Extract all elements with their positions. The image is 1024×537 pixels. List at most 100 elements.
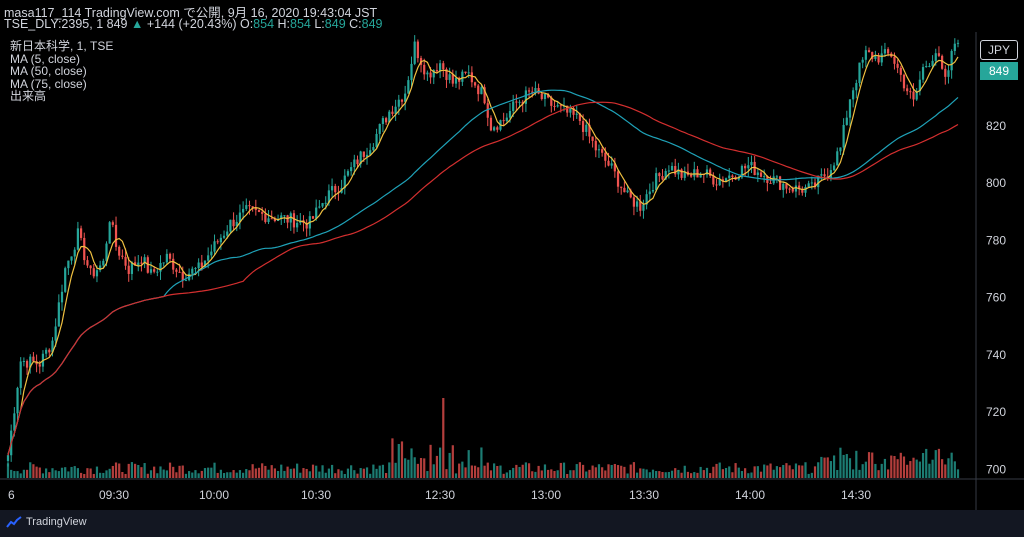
volume-bar	[114, 462, 118, 478]
candle-body	[677, 169, 680, 175]
candle-body	[416, 41, 419, 59]
candle-body	[515, 101, 518, 103]
candle-body	[162, 262, 165, 264]
volume-bar	[918, 461, 921, 478]
candle-body	[102, 260, 105, 266]
volume-bar	[133, 463, 137, 478]
volume-bar	[928, 463, 931, 478]
symbol-label: TSE_DLY:2395, 1	[4, 17, 104, 31]
volume-bar	[419, 457, 423, 478]
volume-bar	[60, 467, 64, 478]
candle-body	[778, 176, 782, 190]
volume-bar	[788, 465, 791, 478]
volume-bar	[438, 447, 442, 478]
volume-bar	[324, 472, 327, 478]
candle-body	[848, 99, 852, 118]
volume-bar	[54, 470, 57, 478]
volume-bar	[709, 473, 712, 478]
volume-bar	[763, 464, 766, 478]
candle-body	[775, 176, 779, 178]
candle-body	[610, 163, 613, 166]
candle-body	[105, 243, 108, 261]
candle-body	[99, 265, 102, 271]
volume-bar	[639, 468, 642, 478]
volume-bar	[893, 456, 896, 478]
volume-bar	[108, 468, 111, 478]
volume-bar	[159, 466, 162, 478]
time-axis[interactable]: 6 09:30 10:00 10:30 12:30 13:00 13:30 14:00 14:3…	[8, 488, 871, 502]
candle-body	[273, 218, 276, 221]
volume-bar	[458, 463, 461, 478]
volume-bar	[261, 463, 264, 478]
volume-bar	[181, 465, 184, 478]
volume-bar	[242, 472, 245, 478]
volume-bar	[680, 472, 683, 478]
candle-body	[902, 74, 906, 89]
candle-body	[213, 241, 216, 252]
volume-bar	[283, 470, 286, 478]
volume-bar	[359, 468, 362, 478]
volume-bar	[397, 443, 400, 478]
volume-bar	[839, 447, 842, 478]
candle-body	[512, 101, 515, 111]
candle-body	[896, 63, 899, 68]
candle-body	[54, 326, 57, 341]
legend-title[interactable]: 新日本科学, 1, TSE	[10, 39, 114, 53]
candle-body	[327, 190, 331, 203]
candle-body	[353, 159, 356, 168]
legend-ma5[interactable]: MA (5, close)	[10, 51, 81, 66]
tradingview-brand[interactable]: TradingView	[6, 516, 87, 528]
legend-ma50[interactable]: MA (50, close)	[10, 64, 87, 78]
volume-bar	[73, 466, 76, 478]
volume-bar	[248, 470, 251, 478]
legend-ma75[interactable]: MA (75, close)	[10, 76, 87, 91]
volume-bar	[423, 458, 426, 478]
candle-body	[359, 151, 362, 165]
candle-body	[391, 111, 394, 114]
volume-bar	[956, 469, 960, 478]
volume-bar	[372, 464, 375, 478]
candle-body	[858, 62, 861, 84]
volume-bar	[51, 468, 54, 478]
candle-body	[899, 67, 902, 75]
volume-bar	[337, 469, 340, 478]
price-axis[interactable]: 700720740760780800820840	[986, 62, 1006, 477]
volume-bar	[699, 466, 702, 478]
volume-bar	[896, 459, 899, 478]
candle-body	[820, 174, 823, 176]
candle-body	[356, 159, 359, 165]
legend-volume[interactable]: 出来高	[10, 89, 47, 103]
volume-bar	[493, 463, 496, 478]
volume-bar	[146, 473, 149, 478]
candle-body	[572, 107, 575, 115]
volume-bar	[718, 462, 721, 478]
candle-body	[569, 107, 572, 113]
candle-body	[48, 349, 51, 353]
volume-bar	[118, 463, 121, 478]
volume-bar	[127, 463, 130, 478]
price-chart[interactable]: 700720740760780800820840 609:3010:0010:3…	[0, 32, 1024, 510]
candle-body	[350, 167, 353, 172]
volume-bar	[515, 464, 518, 478]
volume-bar	[553, 471, 556, 478]
volume-bar	[629, 464, 632, 478]
volume-bar	[356, 473, 359, 478]
y-tick-label: 800	[986, 176, 1006, 190]
volume-bar	[92, 473, 95, 478]
candle-body	[604, 152, 607, 161]
volume-bar	[89, 468, 92, 478]
candle-body	[477, 85, 480, 95]
volume-bar	[143, 463, 146, 478]
currency-label[interactable]: JPY	[980, 40, 1018, 60]
volume-bar	[365, 467, 369, 478]
volume-bar	[302, 468, 305, 478]
candle-body	[804, 187, 807, 193]
volume-bar	[280, 464, 283, 478]
volume-bar	[264, 465, 267, 478]
last-price: 849	[106, 17, 128, 31]
volume-bar	[537, 465, 540, 478]
candle-body	[518, 101, 521, 103]
candle-body	[159, 262, 162, 272]
volume-bar	[384, 472, 388, 478]
candle-body	[194, 268, 197, 270]
